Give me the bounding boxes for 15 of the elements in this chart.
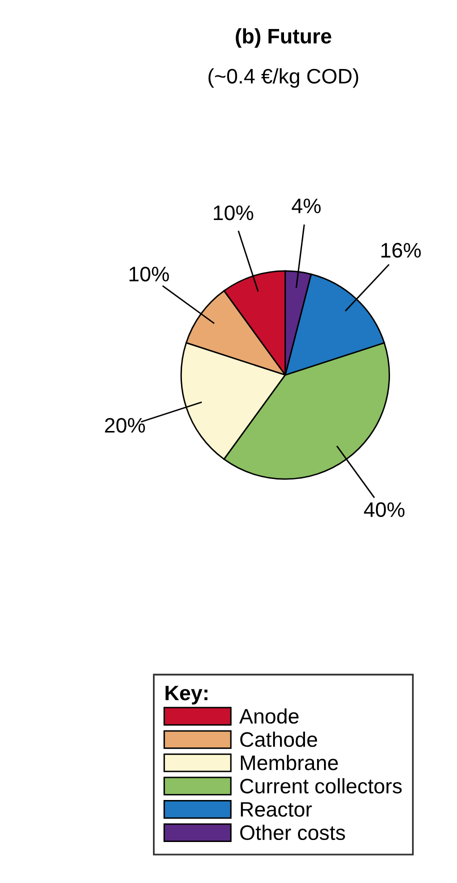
data-label: 10% (130, 266, 169, 282)
legend-title: Key: (166, 686, 208, 704)
data-label: 20% (105, 418, 145, 433)
legend-label: Other costs (240, 824, 345, 840)
data-label: 10% (214, 205, 254, 220)
chart-title: (b) Future (236, 28, 332, 48)
data-label: 40% (364, 502, 404, 518)
legend-label: Membrane (240, 754, 338, 770)
legend-label: Current collectors (240, 778, 402, 794)
legend-label: Cathode (240, 732, 318, 747)
legend-label: Reactor (240, 802, 312, 817)
data-label: 16% (381, 242, 421, 258)
legend-label: Anode (239, 708, 299, 724)
chart-subtitle: (~0.4 €/kg COD) (208, 68, 358, 88)
data-label: 4% (292, 198, 321, 214)
